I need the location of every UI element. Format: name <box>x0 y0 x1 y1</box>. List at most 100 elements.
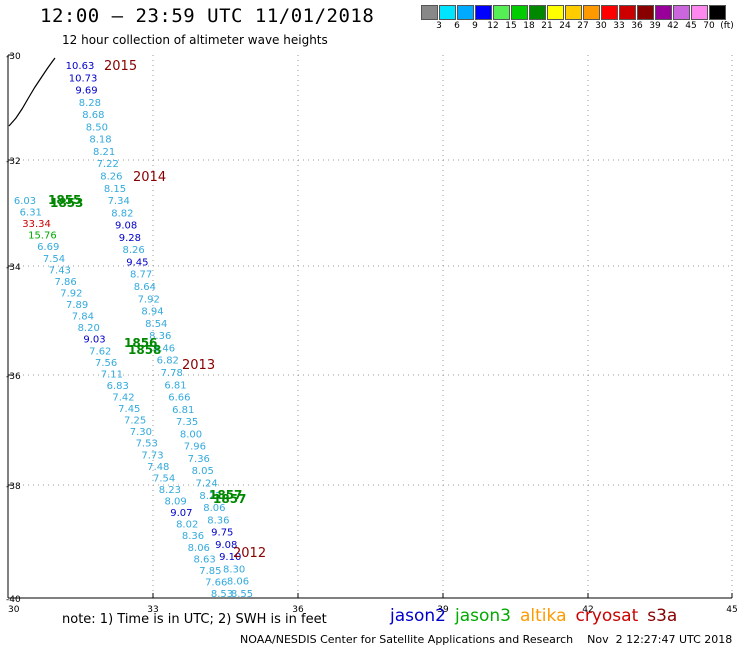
wave-height-label: 7.43 <box>49 265 71 276</box>
time-label: 2014 <box>133 170 166 185</box>
wave-height-label: 7.92 <box>60 289 82 300</box>
wave-height-label: 7.22 <box>97 159 119 170</box>
page-title: 12:00 – 23:59 UTC 11/01/2018 <box>40 5 375 27</box>
grid-lines <box>7 54 733 599</box>
wave-height-label: 8.50 <box>86 122 108 133</box>
wave-height-label: 6.69 <box>37 242 59 253</box>
wave-height-label: 8.36 <box>182 531 204 542</box>
x-tick-label: 45 <box>726 605 737 615</box>
coastline <box>8 57 56 127</box>
wave-height-label: 6.83 <box>107 381 129 392</box>
wave-height-label: 9.69 <box>75 86 97 97</box>
legend-label: 30 <box>595 21 607 31</box>
wave-height-label: 7.48 <box>147 462 169 473</box>
legend-label: 42 <box>667 21 679 31</box>
x-tick-label: 42 <box>582 605 593 615</box>
satellite-jason2: jason2 <box>390 606 446 626</box>
wave-height-label: 8.00 <box>180 429 202 440</box>
wave-height-label: 8.22 <box>199 491 221 502</box>
wave-height-label: 7.54 <box>43 254 65 265</box>
x-tick-label: 30 <box>8 605 20 615</box>
legend-label: 36 <box>631 21 643 31</box>
wave-height-label: 8.82 <box>111 208 133 219</box>
wave-height-label: 8.21 <box>93 147 115 158</box>
wave-height-label: 8.15 <box>104 184 126 195</box>
wave-height-label: 6.31 <box>20 208 42 219</box>
legend-label: 9 <box>472 21 478 31</box>
wave-height-label: 9.75 <box>211 528 233 539</box>
x-tick-label: 36 <box>292 605 304 615</box>
wave-height-label: 7.53 <box>136 439 158 450</box>
legend-label: 3 <box>436 21 442 31</box>
wave-height-label: 7.25 <box>124 416 146 427</box>
wave-height-label: 9.08 <box>115 221 137 232</box>
wave-height-label: 8.06 <box>203 503 225 514</box>
wave-height-label: 7.66 <box>205 577 227 588</box>
legend-label: 45 <box>685 21 697 31</box>
time-label: 2013 <box>182 358 215 373</box>
wave-height-label: 8.53 <box>211 589 233 600</box>
map-frame <box>7 55 732 599</box>
time-label: 1857 <box>209 488 242 502</box>
wave-height-label: 7.45 <box>118 404 140 415</box>
y-tick-label: -34 <box>6 263 21 273</box>
wave-height-label: 6.81 <box>172 405 194 416</box>
satellite-s3a: s3a <box>647 606 678 626</box>
wave-height-label: 7.89 <box>66 300 88 311</box>
wave-height-label: 7.73 <box>141 450 163 461</box>
x-tick-label: 39 <box>437 605 449 615</box>
wave-height-label: 8.28 <box>79 98 101 109</box>
wave-height-label: 7.85 <box>199 566 221 577</box>
y-tick-label: -36 <box>6 372 21 382</box>
legend-label: 24 <box>559 21 571 31</box>
wave-height-label: 8.77 <box>130 270 152 281</box>
wave-height-label: 8.46 <box>153 343 175 354</box>
wave-height-label: 8.09 <box>164 497 186 508</box>
time-label: 1857 <box>213 492 246 506</box>
legend-swatch <box>709 5 726 20</box>
wave-height-label: 9.10 <box>219 552 241 563</box>
legend-swatch <box>439 5 456 20</box>
wave-height-label: 6.03 <box>14 196 36 207</box>
satellite-altika: altika <box>520 606 567 626</box>
legend-label: 39 <box>649 21 661 31</box>
time-label: 2015 <box>104 59 137 74</box>
wave-height-label: 8.54 <box>145 319 167 330</box>
wave-height-label: 7.56 <box>95 358 117 369</box>
wave-height-label: 8.63 <box>193 554 215 565</box>
wave-height-label: 8.02 <box>176 520 198 531</box>
legend-label: 27 <box>577 21 589 31</box>
wave-height-label: 7.34 <box>108 196 130 207</box>
wave-height-label: 15.76 <box>28 231 57 242</box>
legend-swatch <box>565 5 582 20</box>
wave-height-label: 7.42 <box>112 393 134 404</box>
legend-swatch <box>619 5 636 20</box>
wave-height-label: 9.07 <box>170 508 192 519</box>
legend-swatch <box>511 5 528 20</box>
wave-height-label: 8.26 <box>122 245 144 256</box>
time-label: 1856 <box>124 336 157 350</box>
legend-label: 6 <box>454 21 460 31</box>
wave-height-label: 10.63 <box>66 61 95 72</box>
y-tick-label: -38 <box>6 482 21 492</box>
legend-label: 33 <box>613 21 625 31</box>
wave-height-label: 7.92 <box>138 294 160 305</box>
wave-height-label: 7.11 <box>101 369 123 380</box>
track-b: 6.036.3133.3415.766.697.547.437.867.927.… <box>14 196 233 600</box>
wave-height-label: 7.84 <box>72 312 94 323</box>
wave-height-label: 7.78 <box>161 368 183 379</box>
wave-height-label: 9.28 <box>119 233 141 244</box>
legend-label: 12 <box>487 21 499 31</box>
wave-height-label: 8.06 <box>188 543 210 554</box>
wave-height-label: 8.30 <box>223 564 245 575</box>
wave-height-label: 6.81 <box>164 380 186 391</box>
legend-label: 21 <box>541 21 553 31</box>
legend-swatch <box>637 5 654 20</box>
legend-swatch <box>529 5 546 20</box>
legend-swatch <box>601 5 618 20</box>
wave-height-label: 7.24 <box>195 479 217 490</box>
satellite-jason3: jason3 <box>455 606 511 626</box>
